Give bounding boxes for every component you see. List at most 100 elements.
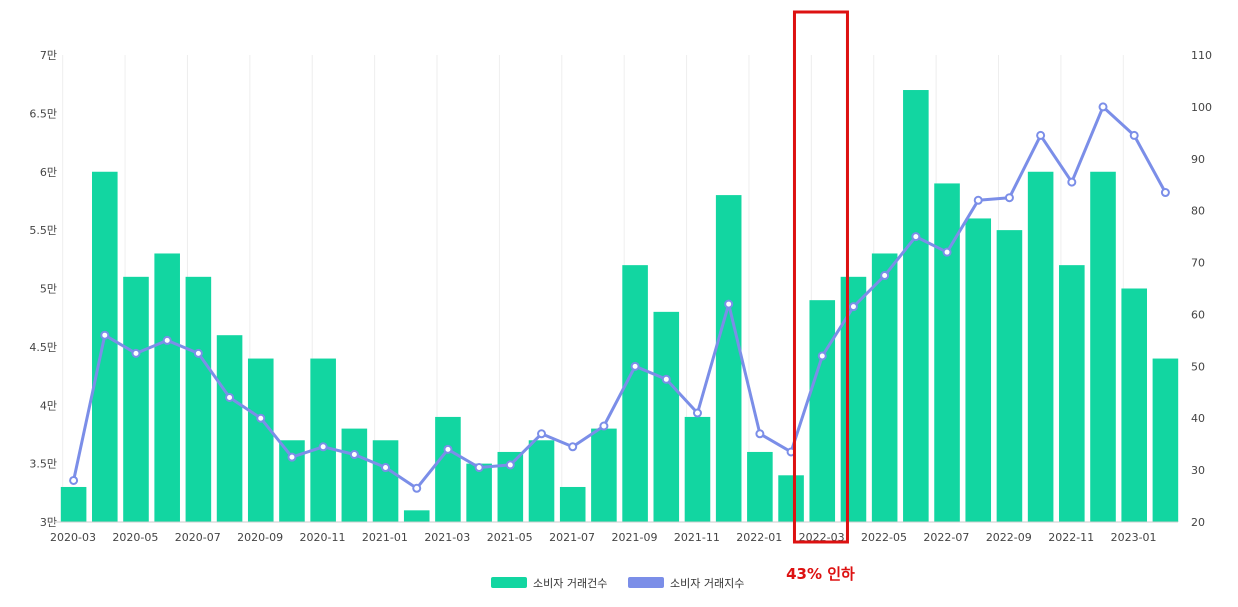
line-point (69, 475, 79, 485)
bar (778, 475, 804, 522)
line-point (692, 408, 702, 418)
x-tick-label: 2022-07 (923, 531, 969, 544)
bar (1059, 265, 1085, 522)
legend-item-bar[interactable]: 소비자 거래건수 (491, 577, 607, 590)
x-tick-label: 2020-05 (112, 531, 158, 544)
line-point (162, 335, 172, 345)
x-tick-label: 2020-03 (50, 531, 96, 544)
bar (279, 440, 305, 522)
bar (154, 253, 180, 522)
line-point (318, 442, 328, 452)
line-point (193, 348, 203, 358)
bar (310, 358, 336, 522)
line-point (1067, 177, 1077, 187)
line-points (69, 102, 1170, 493)
left-y-tick-label: 3만 (40, 516, 57, 529)
line-point (911, 232, 921, 242)
bar (840, 276, 867, 522)
right-y-tick-label: 100 (1191, 101, 1212, 114)
left-y-tick-label: 5.5만 (29, 224, 57, 237)
line-point (537, 429, 547, 439)
x-tick-label: 2022-11 (1048, 531, 1094, 544)
x-axis: 2020-03 2020-05 2020-07 2020-09 2020-11 2021-… (50, 521, 1178, 544)
line-point (599, 421, 609, 431)
left-y-tick-label: 6.5만 (29, 107, 57, 120)
right-y-tick-label: 20 (1191, 516, 1205, 529)
right-y-tick-label: 50 (1191, 360, 1205, 373)
bar (996, 230, 1023, 522)
bar (903, 90, 929, 523)
x-tick-label: 2023-01 (1111, 531, 1157, 544)
x-tick-label: 2022-05 (861, 531, 907, 544)
bar (403, 510, 430, 522)
bar (871, 253, 898, 522)
line-point (474, 463, 484, 473)
index-line (72, 105, 1167, 490)
bar (1027, 171, 1054, 522)
line-point (630, 361, 640, 371)
legend-line-label: 소비자 거래지수 (670, 577, 744, 590)
x-tick-label: 2021-03 (424, 531, 470, 544)
bar (591, 428, 617, 522)
left-y-tick-label: 3.5만 (29, 458, 57, 471)
bar (435, 416, 461, 522)
bar (341, 428, 368, 522)
left-y-tick-label: 7만 (40, 49, 57, 62)
annotation: 43% 인하 (786, 10, 855, 583)
bar (1152, 358, 1179, 522)
line-series (72, 105, 1167, 490)
line-point (412, 483, 422, 493)
right-y-tick-label: 70 (1191, 257, 1205, 270)
bar (60, 486, 87, 522)
bar (123, 276, 149, 522)
annotation-label: 43% 인하 (786, 565, 855, 583)
x-tick-label: 2022-01 (736, 531, 782, 544)
left-y-tick-label: 6만 (40, 166, 57, 179)
right-y-tick-label: 90 (1191, 153, 1205, 166)
x-tick-label: 2021-01 (362, 531, 408, 544)
x-tick-label: 2021-11 (674, 531, 720, 544)
bar (715, 195, 742, 522)
left-y-axis: 3만 3.5만 4만 4.5만 5만 5.5만 6만 6.5만 7만 (29, 49, 57, 529)
bar (934, 183, 960, 523)
line-point (1098, 102, 1108, 112)
legend-item-line[interactable]: 소비자 거래지수 (628, 577, 744, 590)
left-y-tick-label: 5만 (40, 283, 57, 296)
right-y-tick-label: 40 (1191, 412, 1205, 425)
bar (247, 358, 274, 522)
line-point (755, 429, 765, 439)
line-point (942, 247, 952, 257)
line-point (568, 442, 578, 452)
line-point (225, 392, 235, 402)
line-point (973, 195, 983, 205)
left-y-tick-label: 4.5만 (29, 341, 57, 354)
bar (747, 451, 773, 522)
right-y-tick-label: 80 (1191, 205, 1205, 218)
bar (653, 311, 680, 522)
line-point (724, 299, 734, 309)
x-tick-label: 2020-11 (300, 531, 346, 544)
bar (809, 300, 836, 522)
legend[interactable]: 소비자 거래건수 소비자 거래지수 (491, 577, 744, 590)
line-point (131, 348, 141, 358)
x-tick-label: 2020-07 (175, 531, 221, 544)
x-tick-label: 2022-09 (986, 531, 1032, 544)
line-point (1036, 130, 1046, 140)
right-y-tick-label: 60 (1191, 308, 1205, 321)
line-point (1129, 130, 1139, 140)
line-point (256, 413, 266, 423)
bar (185, 276, 212, 522)
line-point (505, 460, 515, 470)
bar (559, 486, 586, 522)
line-point (1160, 188, 1170, 198)
line-point (1004, 193, 1014, 203)
line-point (880, 271, 890, 281)
annotation-box (792, 10, 849, 544)
line-point (817, 351, 827, 361)
bar (216, 335, 243, 522)
x-tick-label: 2021-09 (611, 531, 657, 544)
bar (92, 171, 118, 522)
right-y-tick-label: 30 (1191, 464, 1205, 477)
line-point (661, 374, 671, 384)
